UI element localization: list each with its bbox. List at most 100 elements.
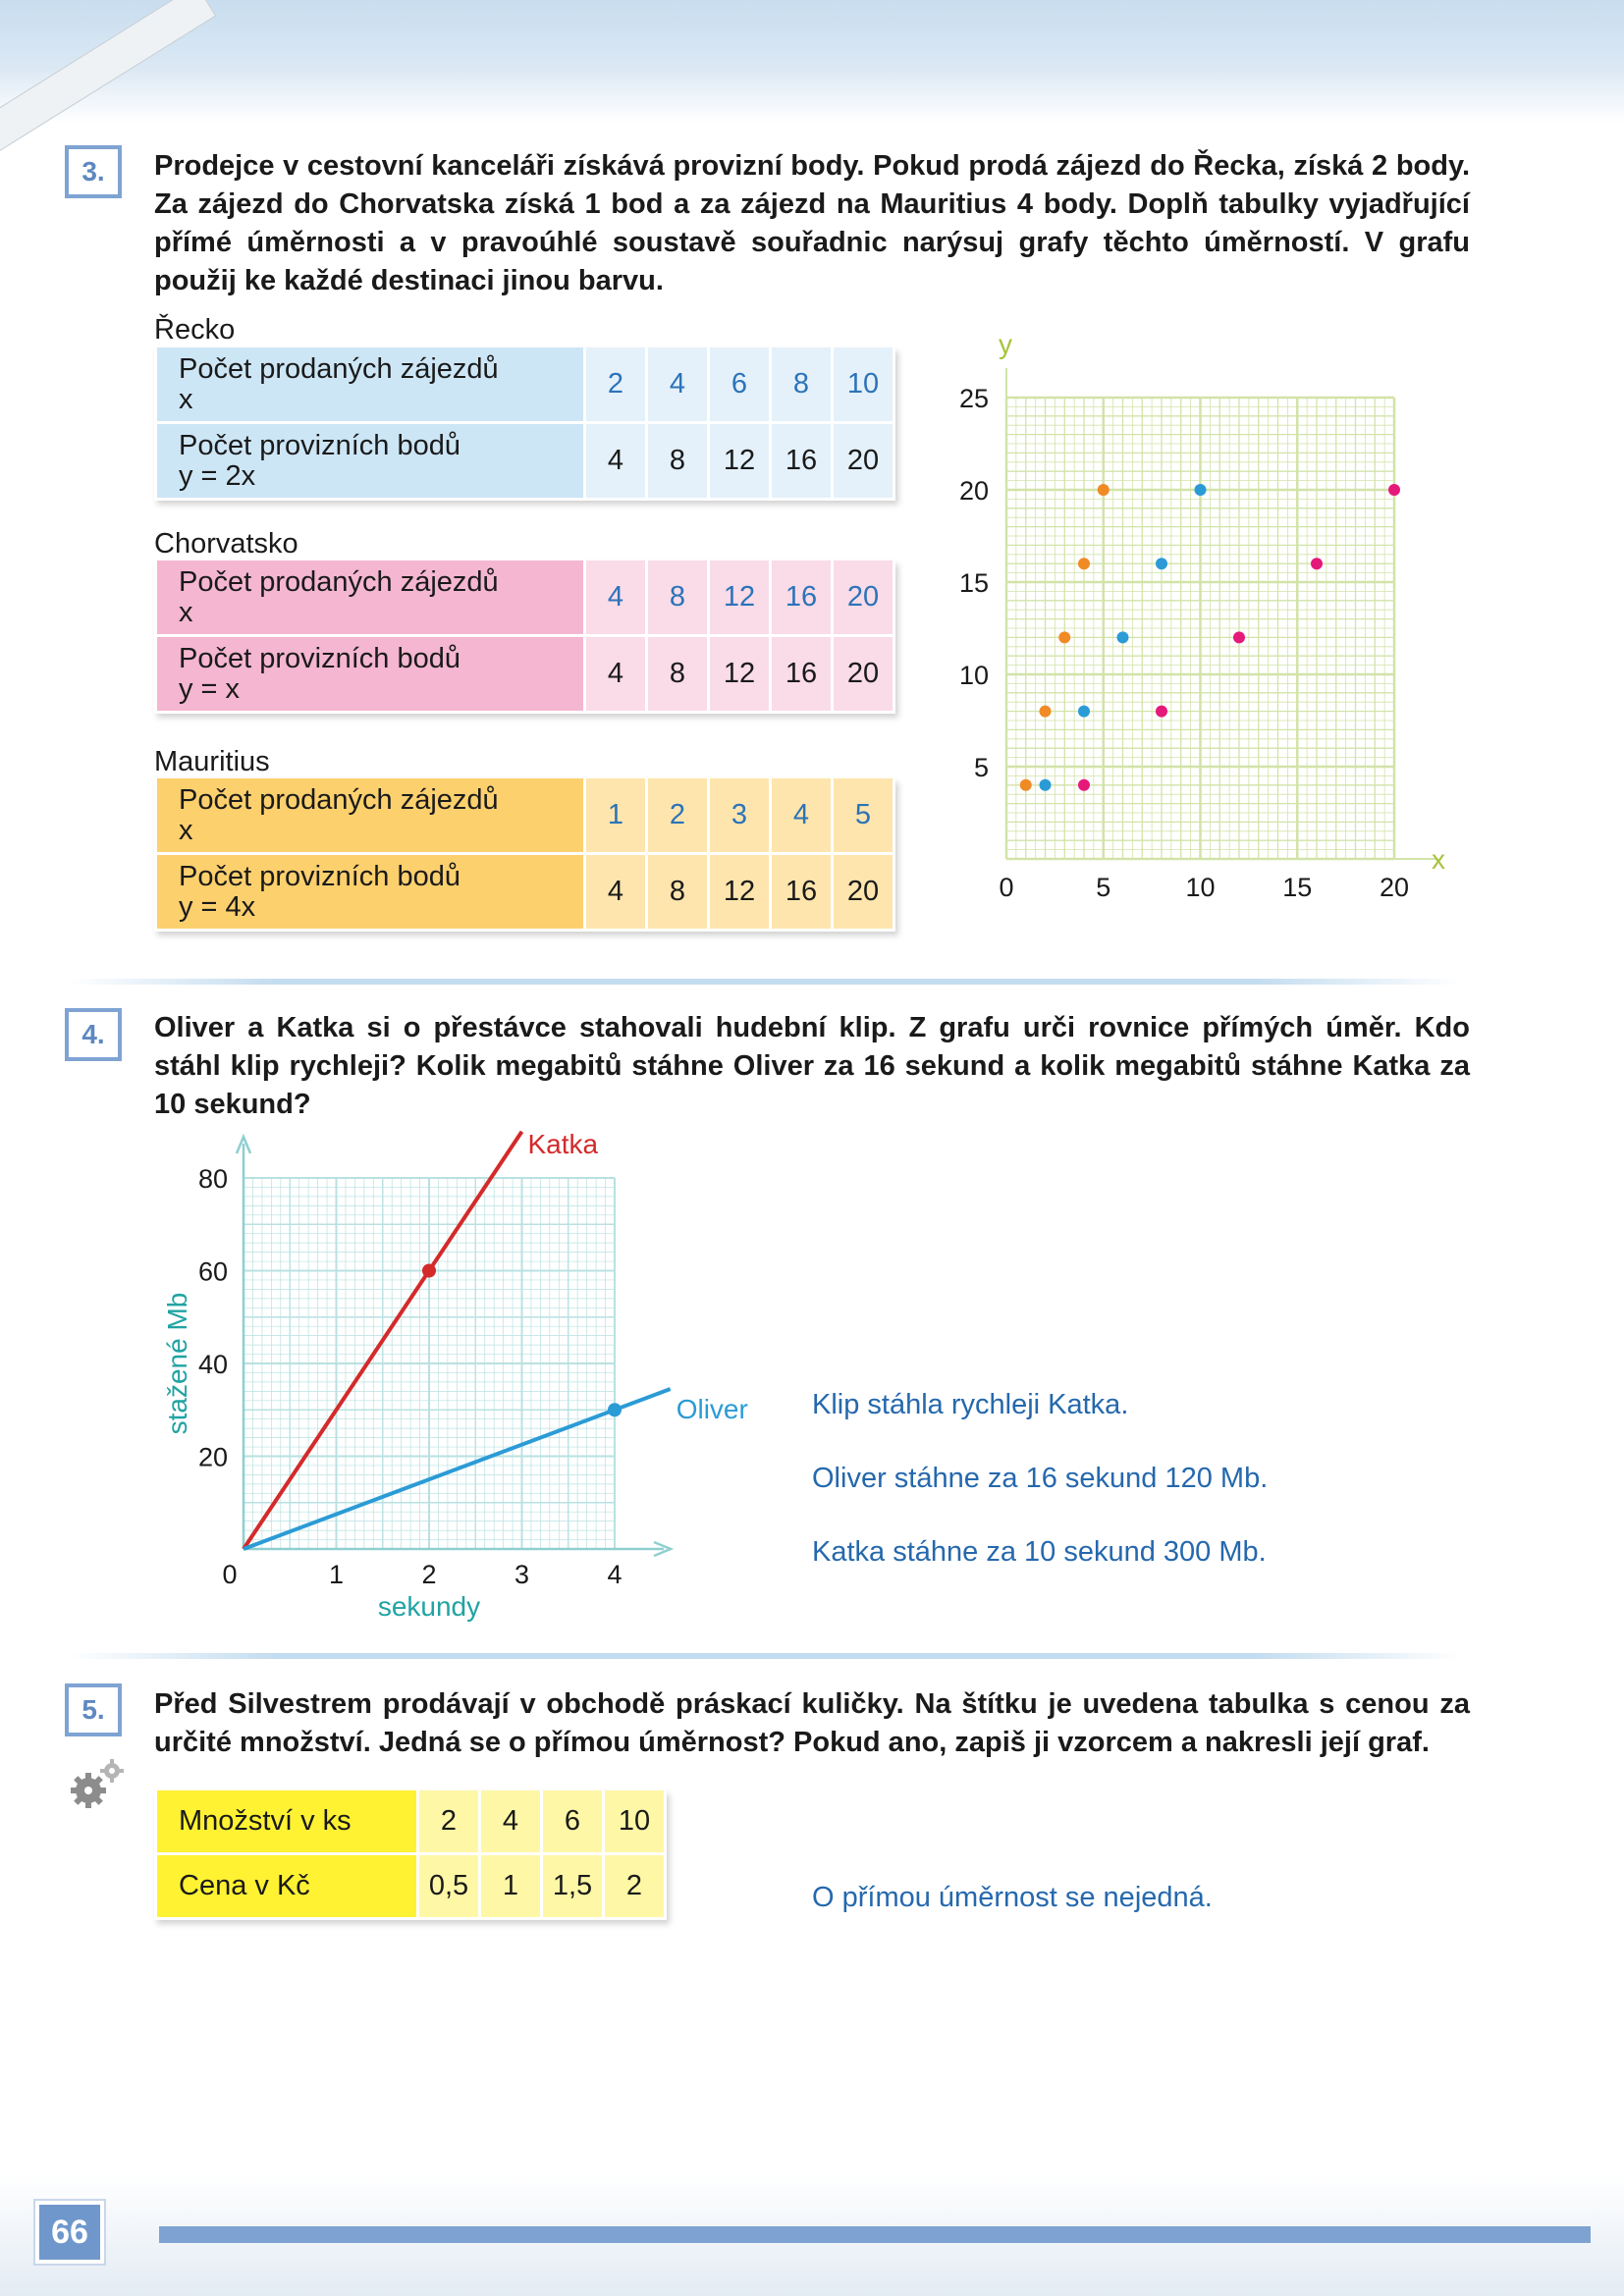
table-cell: 4 xyxy=(586,424,645,501)
y-tick-label: 20 xyxy=(198,1443,228,1472)
x-tick-label: 4 xyxy=(607,1560,622,1589)
x-tick-label: 0 xyxy=(222,1560,237,1589)
task-text: Prodejce v cestovní kanceláři získává pr… xyxy=(154,150,1470,296)
row-header: Počet provizních bodů y = x xyxy=(157,637,583,714)
x-tick-label: 3 xyxy=(514,1560,529,1589)
table-cell: 8 xyxy=(772,347,831,424)
x-tick-label: 15 xyxy=(1282,873,1312,902)
data-point xyxy=(1019,778,1032,791)
task-number: 4. xyxy=(65,1008,122,1061)
series-label: Katka xyxy=(528,1129,599,1159)
task-text: Před Silvestrem prodávají v obchodě prás… xyxy=(154,1688,1470,1758)
y-tick-label: 5 xyxy=(974,753,989,782)
table-cell: 4 xyxy=(772,778,831,855)
data-point xyxy=(608,1403,622,1417)
table-kulicky: Množství v ks 2 4 6 10 Cena v Kč 0,5 1 1… xyxy=(154,1790,667,1920)
page-number: 66 xyxy=(33,2199,106,2266)
table-label: Mauritius xyxy=(154,746,270,777)
data-point xyxy=(1388,484,1400,496)
y-tick-label: 20 xyxy=(959,476,989,506)
answer-text: Katka stáhne za 10 sekund 300 Mb. xyxy=(812,1536,1267,1568)
x-axis-label: x xyxy=(1432,844,1445,875)
table-row: Počet prodaných zájezdů x 4 8 12 16 20 xyxy=(157,561,893,637)
y-axis-arrow xyxy=(235,1133,252,1154)
table-cell: 20 xyxy=(834,855,893,932)
task-text: Oliver a Katka si o přestávce stahovali … xyxy=(154,1012,1470,1120)
data-point xyxy=(1156,705,1167,718)
table-cell: 10 xyxy=(605,1790,664,1855)
table-cell: 1 xyxy=(586,778,645,855)
table-cell: 6 xyxy=(710,347,769,424)
table-cell: 8 xyxy=(648,637,707,714)
line-chart: 0 1 2 3 4 20 40 60 80 sekundy stažené Mb Katka Olive… xyxy=(162,1129,748,1622)
x-tick-label: 2 xyxy=(421,1560,436,1589)
table-cell: 20 xyxy=(834,424,893,501)
table-mauritius: Počet prodaných zájezdů x 1 2 3 4 5 Počet… xyxy=(154,778,895,932)
table-row: Množství v ks 2 4 6 10 xyxy=(157,1790,664,1855)
table-cell: 20 xyxy=(834,637,893,714)
table-cell: 2 xyxy=(605,1855,664,1920)
table-cell: 16 xyxy=(772,855,831,932)
x-axis-arrow xyxy=(653,1540,675,1558)
answer-text: Oliver stáhne za 16 sekund 120 Mb. xyxy=(812,1463,1269,1494)
row-header: Počet prodaných zájezdů x xyxy=(157,778,583,855)
table-cell: 2 xyxy=(419,1790,478,1855)
data-point xyxy=(422,1263,436,1278)
table-cell: 20 xyxy=(834,561,893,637)
table-cell: 8 xyxy=(648,561,707,637)
table-cell: 16 xyxy=(772,424,831,501)
data-point xyxy=(1311,558,1323,570)
task-number: 3. xyxy=(65,145,122,198)
row-header: Počet provizních bodů y = 4x xyxy=(157,855,583,932)
row-header: Počet prodaných zájezdů x xyxy=(157,347,583,424)
task-number: 5. xyxy=(65,1683,122,1736)
x-tick-label: 1 xyxy=(329,1560,344,1589)
header-banner xyxy=(0,0,1624,123)
table-row: Počet provizních bodů y = 4x 4 8 12 16 20 xyxy=(157,855,893,932)
data-point xyxy=(1078,778,1090,791)
data-point xyxy=(1156,558,1167,570)
x-tick-label: 20 xyxy=(1380,873,1409,902)
y-tick-label: 15 xyxy=(959,568,989,598)
data-point xyxy=(1194,484,1207,496)
y-tick-label: 40 xyxy=(198,1350,228,1379)
table-cell: 4 xyxy=(648,347,707,424)
y-tick-label: 10 xyxy=(959,661,989,690)
row-header: Cena v Kč xyxy=(157,1855,416,1920)
scatter-grid xyxy=(1004,396,1396,861)
table-cell: 12 xyxy=(710,561,769,637)
table-cell: 10 xyxy=(834,347,893,424)
table-cell: 1,5 xyxy=(543,1855,602,1920)
section-divider xyxy=(69,1653,1463,1659)
table-cell: 6 xyxy=(543,1790,602,1855)
y-tick-label: 60 xyxy=(198,1257,228,1287)
table-cell: 2 xyxy=(586,347,645,424)
table-row: Cena v Kč 0,5 1 1,5 2 xyxy=(157,1855,664,1920)
table-label: Chorvatsko xyxy=(154,528,298,560)
data-point xyxy=(1116,631,1129,644)
table-label: Řecko xyxy=(154,314,236,346)
y-tick-label: 80 xyxy=(198,1164,228,1194)
answer-text: O přímou úměrnost se nejedná. xyxy=(812,1882,1213,1913)
section-divider xyxy=(69,979,1463,985)
x-tick-label: 10 xyxy=(1185,873,1215,902)
gears-icon xyxy=(71,1759,124,1808)
table-cell: 1 xyxy=(481,1855,540,1920)
data-point xyxy=(1058,631,1071,644)
y-axis-label: y xyxy=(999,329,1012,359)
row-header: Počet prodaných zájezdů x xyxy=(157,561,583,637)
table-row: Počet prodaných zájezdů x 2 4 6 8 10 xyxy=(157,347,893,424)
table-cell: 8 xyxy=(648,855,707,932)
table-cell: 12 xyxy=(710,424,769,501)
row-header: Množství v ks xyxy=(157,1790,416,1855)
x-tick-label: 5 xyxy=(1096,873,1110,902)
table-cell: 2 xyxy=(648,778,707,855)
table-cell: 4 xyxy=(586,637,645,714)
table-cell: 4 xyxy=(586,855,645,932)
line-grid xyxy=(243,1177,616,1550)
x-tick-label: 0 xyxy=(999,873,1013,902)
data-point xyxy=(1039,778,1052,791)
x-axis-label: sekundy xyxy=(378,1591,480,1622)
table-row: Počet provizních bodů y = x 4 8 12 16 20 xyxy=(157,637,893,714)
table-chorvatsko: Počet prodaných zájezdů x 4 8 12 16 20 Po… xyxy=(154,561,895,714)
